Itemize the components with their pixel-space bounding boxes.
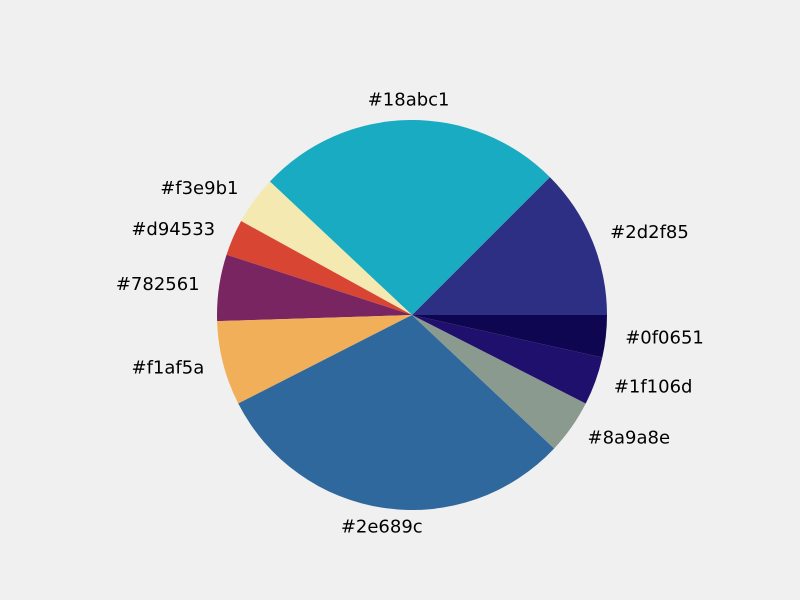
pie-slice-1 — [269, 119, 550, 316]
pie-slice-label-2: #f3e9b1 — [160, 178, 238, 199]
pie-slice-label-5: #f1af5a — [132, 357, 205, 378]
pie-slice-label-6: #2e689c — [341, 516, 423, 537]
pie-slice-5 — [217, 315, 412, 404]
pie-slice-label-7: #8a9a8e — [587, 427, 670, 448]
pie-slice-label-4: #782561 — [116, 274, 200, 295]
pie-slices — [217, 119, 607, 511]
pie-slice-6 — [238, 315, 555, 511]
pie-slice-0 — [412, 177, 607, 315]
pie-slice-label-9: #0f0651 — [625, 328, 704, 349]
pie-slice-3 — [226, 221, 412, 315]
pie-slice-7 — [412, 315, 586, 449]
pie-slice-4 — [217, 254, 412, 322]
pie-slice-label-0: #2d2f85 — [610, 222, 689, 243]
pie-labels: #2d2f85 #18abc1 #f3e9b1 #d94533 #782561 #f1af… — [116, 90, 704, 538]
pie-slice-label-3: #d94533 — [131, 219, 215, 240]
pie-slice-label-1: #18abc1 — [368, 90, 450, 111]
pie-slice-label-8: #1f106d — [614, 377, 693, 398]
pie-slice-9 — [412, 315, 607, 358]
pie-slice-2 — [241, 181, 412, 315]
pie-slice-8 — [412, 315, 603, 404]
